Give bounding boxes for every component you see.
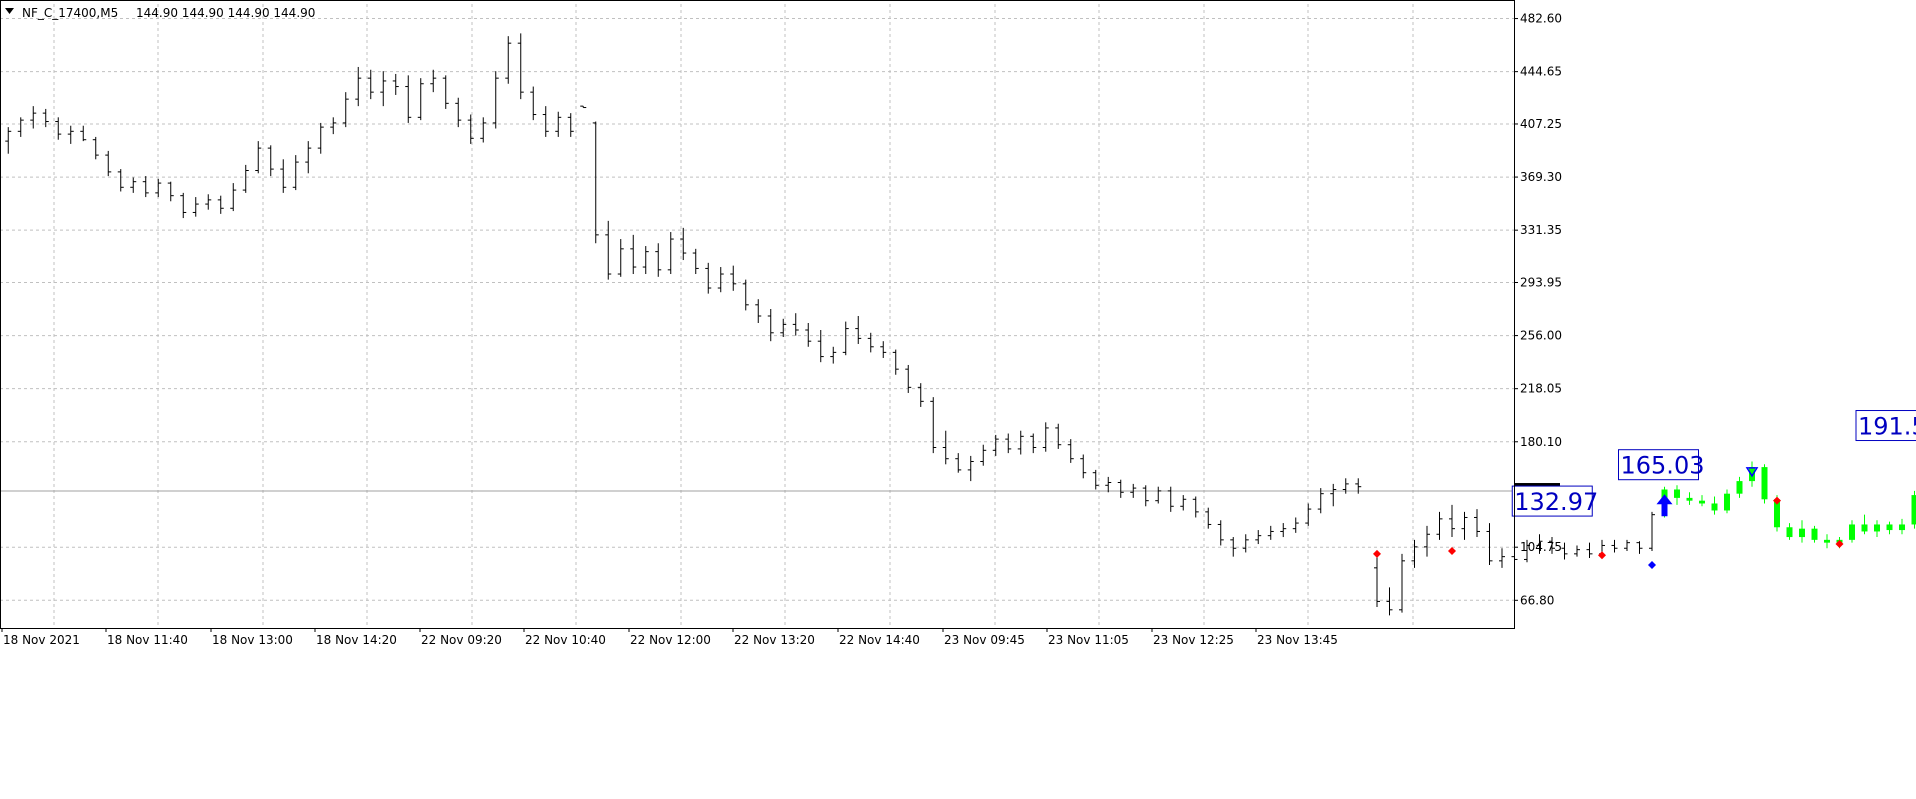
candle-body <box>1862 524 1868 531</box>
x-tick-label: 22 Nov 13:20 <box>734 633 815 647</box>
candle-body <box>1674 489 1680 497</box>
ohlc-values: 144.90 144.90 144.90 144.90 <box>136 6 315 20</box>
y-tick-label: 407.25 <box>1520 117 1562 131</box>
candle-body <box>1749 467 1755 481</box>
chart-header: NF_C_17400,M5 144.90 144.90 144.90 144.9… <box>5 6 315 20</box>
y-tick-label: 180.10 <box>1520 435 1562 449</box>
candle-body <box>1787 527 1793 537</box>
candle-body <box>1799 529 1805 537</box>
candle-body <box>1687 498 1693 501</box>
x-tick-label: 23 Nov 12:25 <box>1153 633 1234 647</box>
y-tick-label: 369.30 <box>1520 170 1562 184</box>
annotation-label: 165.03 <box>1621 452 1705 480</box>
y-tick-label: 218.05 <box>1520 382 1562 396</box>
symbol-label: NF_C_17400,M5 <box>22 6 118 20</box>
x-tick-label: 22 Nov 12:00 <box>630 633 711 647</box>
x-tick-label: 23 Nov 13:45 <box>1257 633 1338 647</box>
candle-body <box>1824 540 1830 543</box>
candle-body <box>1899 524 1905 530</box>
candle-body <box>1724 494 1730 511</box>
y-tick-label: 293.95 <box>1520 275 1562 289</box>
y-tick-label: 66.80 <box>1520 593 1554 607</box>
y-tick-label: 256.00 <box>1520 329 1562 343</box>
candle-body <box>1737 481 1743 494</box>
y-tick-label: 331.35 <box>1520 223 1562 237</box>
y-tick-label: 104.75 <box>1520 540 1562 554</box>
x-tick-label: 23 Nov 11:05 <box>1048 633 1129 647</box>
x-tick-label: 22 Nov 10:40 <box>525 633 606 647</box>
candle-body <box>1762 467 1768 499</box>
x-tick-label: 18 Nov 11:40 <box>107 633 188 647</box>
x-tick-label: 23 Nov 09:45 <box>944 633 1025 647</box>
candle-body <box>1712 503 1718 510</box>
y-tick-label: 444.65 <box>1520 65 1562 79</box>
candle-body <box>1699 501 1705 504</box>
candle-body <box>1912 495 1916 524</box>
y-tick-label: 482.60 <box>1520 12 1562 26</box>
annotation-label: 132.97 <box>1514 488 1598 516</box>
candle <box>1912 491 1916 529</box>
x-tick-label: 22 Nov 09:20 <box>421 633 502 647</box>
price-annotation: 191.52 <box>1856 411 1916 441</box>
x-tick-label: 18 Nov 13:00 <box>212 633 293 647</box>
candle-body <box>1874 524 1880 531</box>
x-tick-label: 18 Nov 2021 <box>3 633 80 647</box>
candle-body <box>1887 524 1893 530</box>
x-tick-label: 18 Nov 14:20 <box>316 633 397 647</box>
x-tick-label: 22 Nov 14:40 <box>839 633 920 647</box>
annotation-label: 191.52 <box>1858 413 1916 441</box>
price-annotation: 132.97 <box>1512 486 1598 516</box>
price-annotation: 165.03 <box>1619 450 1705 480</box>
candle <box>1762 464 1768 503</box>
candle-body <box>1812 529 1818 540</box>
candle-body <box>1849 524 1855 539</box>
